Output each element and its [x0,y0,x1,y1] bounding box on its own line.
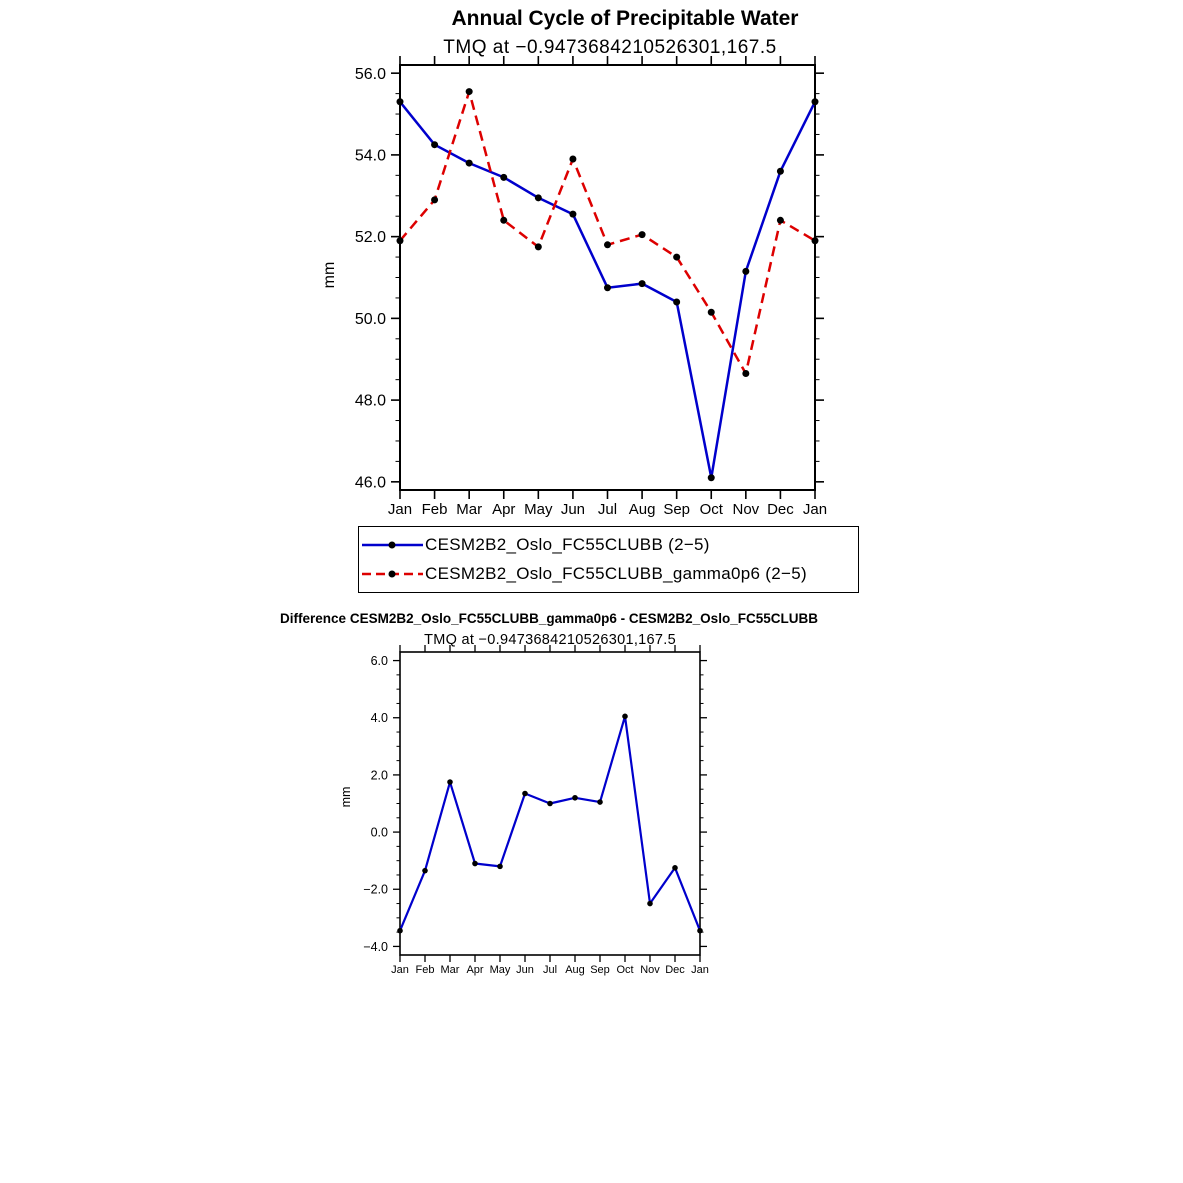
svg-text:Jan: Jan [803,501,827,518]
svg-text:Apr: Apr [466,964,483,976]
svg-text:50.0: 50.0 [355,311,386,328]
svg-text:Apr: Apr [492,501,515,518]
svg-text:Dec: Dec [665,964,685,976]
legend-label-gamma0p6: CESM2B2_Oslo_FC55CLUBB_gamma0p6 (2−5) [425,563,807,583]
chart1-legend: CESM2B2_Oslo_FC55CLUBB (2−5) CESM2B2_Osl… [358,526,859,593]
svg-text:Jun: Jun [561,501,585,518]
chart2-title: Difference CESM2B2_Oslo_FC55CLUBB_gamma0… [280,611,818,626]
legend-swatch-red-dashed-line-icon [362,570,423,577]
legend-swatch-blue-solid-line-icon [362,541,423,548]
svg-text:Oct: Oct [616,964,633,976]
svg-text:Feb: Feb [422,501,448,518]
svg-text:Jan: Jan [691,964,709,976]
chart2-subtitle: TMQ at −0.9473684210526301,167.5 [424,632,676,648]
svg-text:Oct: Oct [700,501,724,518]
svg-text:−2.0: −2.0 [363,883,388,897]
svg-text:−4.0: −4.0 [363,940,388,954]
svg-text:Jan: Jan [391,964,409,976]
svg-text:Jul: Jul [543,964,557,976]
svg-text:4.0: 4.0 [371,711,388,725]
svg-text:Jun: Jun [516,964,534,976]
svg-text:Dec: Dec [767,501,794,518]
svg-text:Feb: Feb [416,964,435,976]
svg-text:Jan: Jan [388,501,412,518]
svg-text:Nov: Nov [732,501,759,518]
svg-text:Mar: Mar [441,964,460,976]
chart2-y-axis-label: mm [339,786,353,808]
svg-text:48.0: 48.0 [355,393,386,410]
legend-label-control: CESM2B2_Oslo_FC55CLUBB (2−5) [425,534,710,554]
chart1-y-axis-label: mm [321,261,338,289]
svg-text:Nov: Nov [640,964,660,976]
chart1-subtitle: TMQ at −0.9473684210526301,167.5 [443,37,777,58]
svg-text:Sep: Sep [663,501,690,518]
svg-text:Sep: Sep [590,964,610,976]
svg-text:Jul: Jul [598,501,617,518]
svg-text:6.0: 6.0 [371,654,388,668]
chart1-title: Annual Cycle of Precipitable Water [451,7,799,30]
svg-text:Aug: Aug [565,964,585,976]
legend-item-control: CESM2B2_Oslo_FC55CLUBB (2−5) [361,530,852,559]
legend-item-gamma0p6: CESM2B2_Oslo_FC55CLUBB_gamma0p6 (2−5) [361,559,852,588]
svg-text:46.0: 46.0 [355,474,386,491]
svg-text:May: May [524,501,553,518]
svg-text:2.0: 2.0 [371,768,388,782]
svg-text:56.0: 56.0 [355,66,386,83]
svg-text:54.0: 54.0 [355,148,386,165]
svg-text:0.0: 0.0 [371,825,388,839]
svg-text:Mar: Mar [456,501,482,518]
svg-text:Aug: Aug [629,501,656,518]
svg-text:May: May [490,964,511,976]
svg-text:52.0: 52.0 [355,229,386,246]
